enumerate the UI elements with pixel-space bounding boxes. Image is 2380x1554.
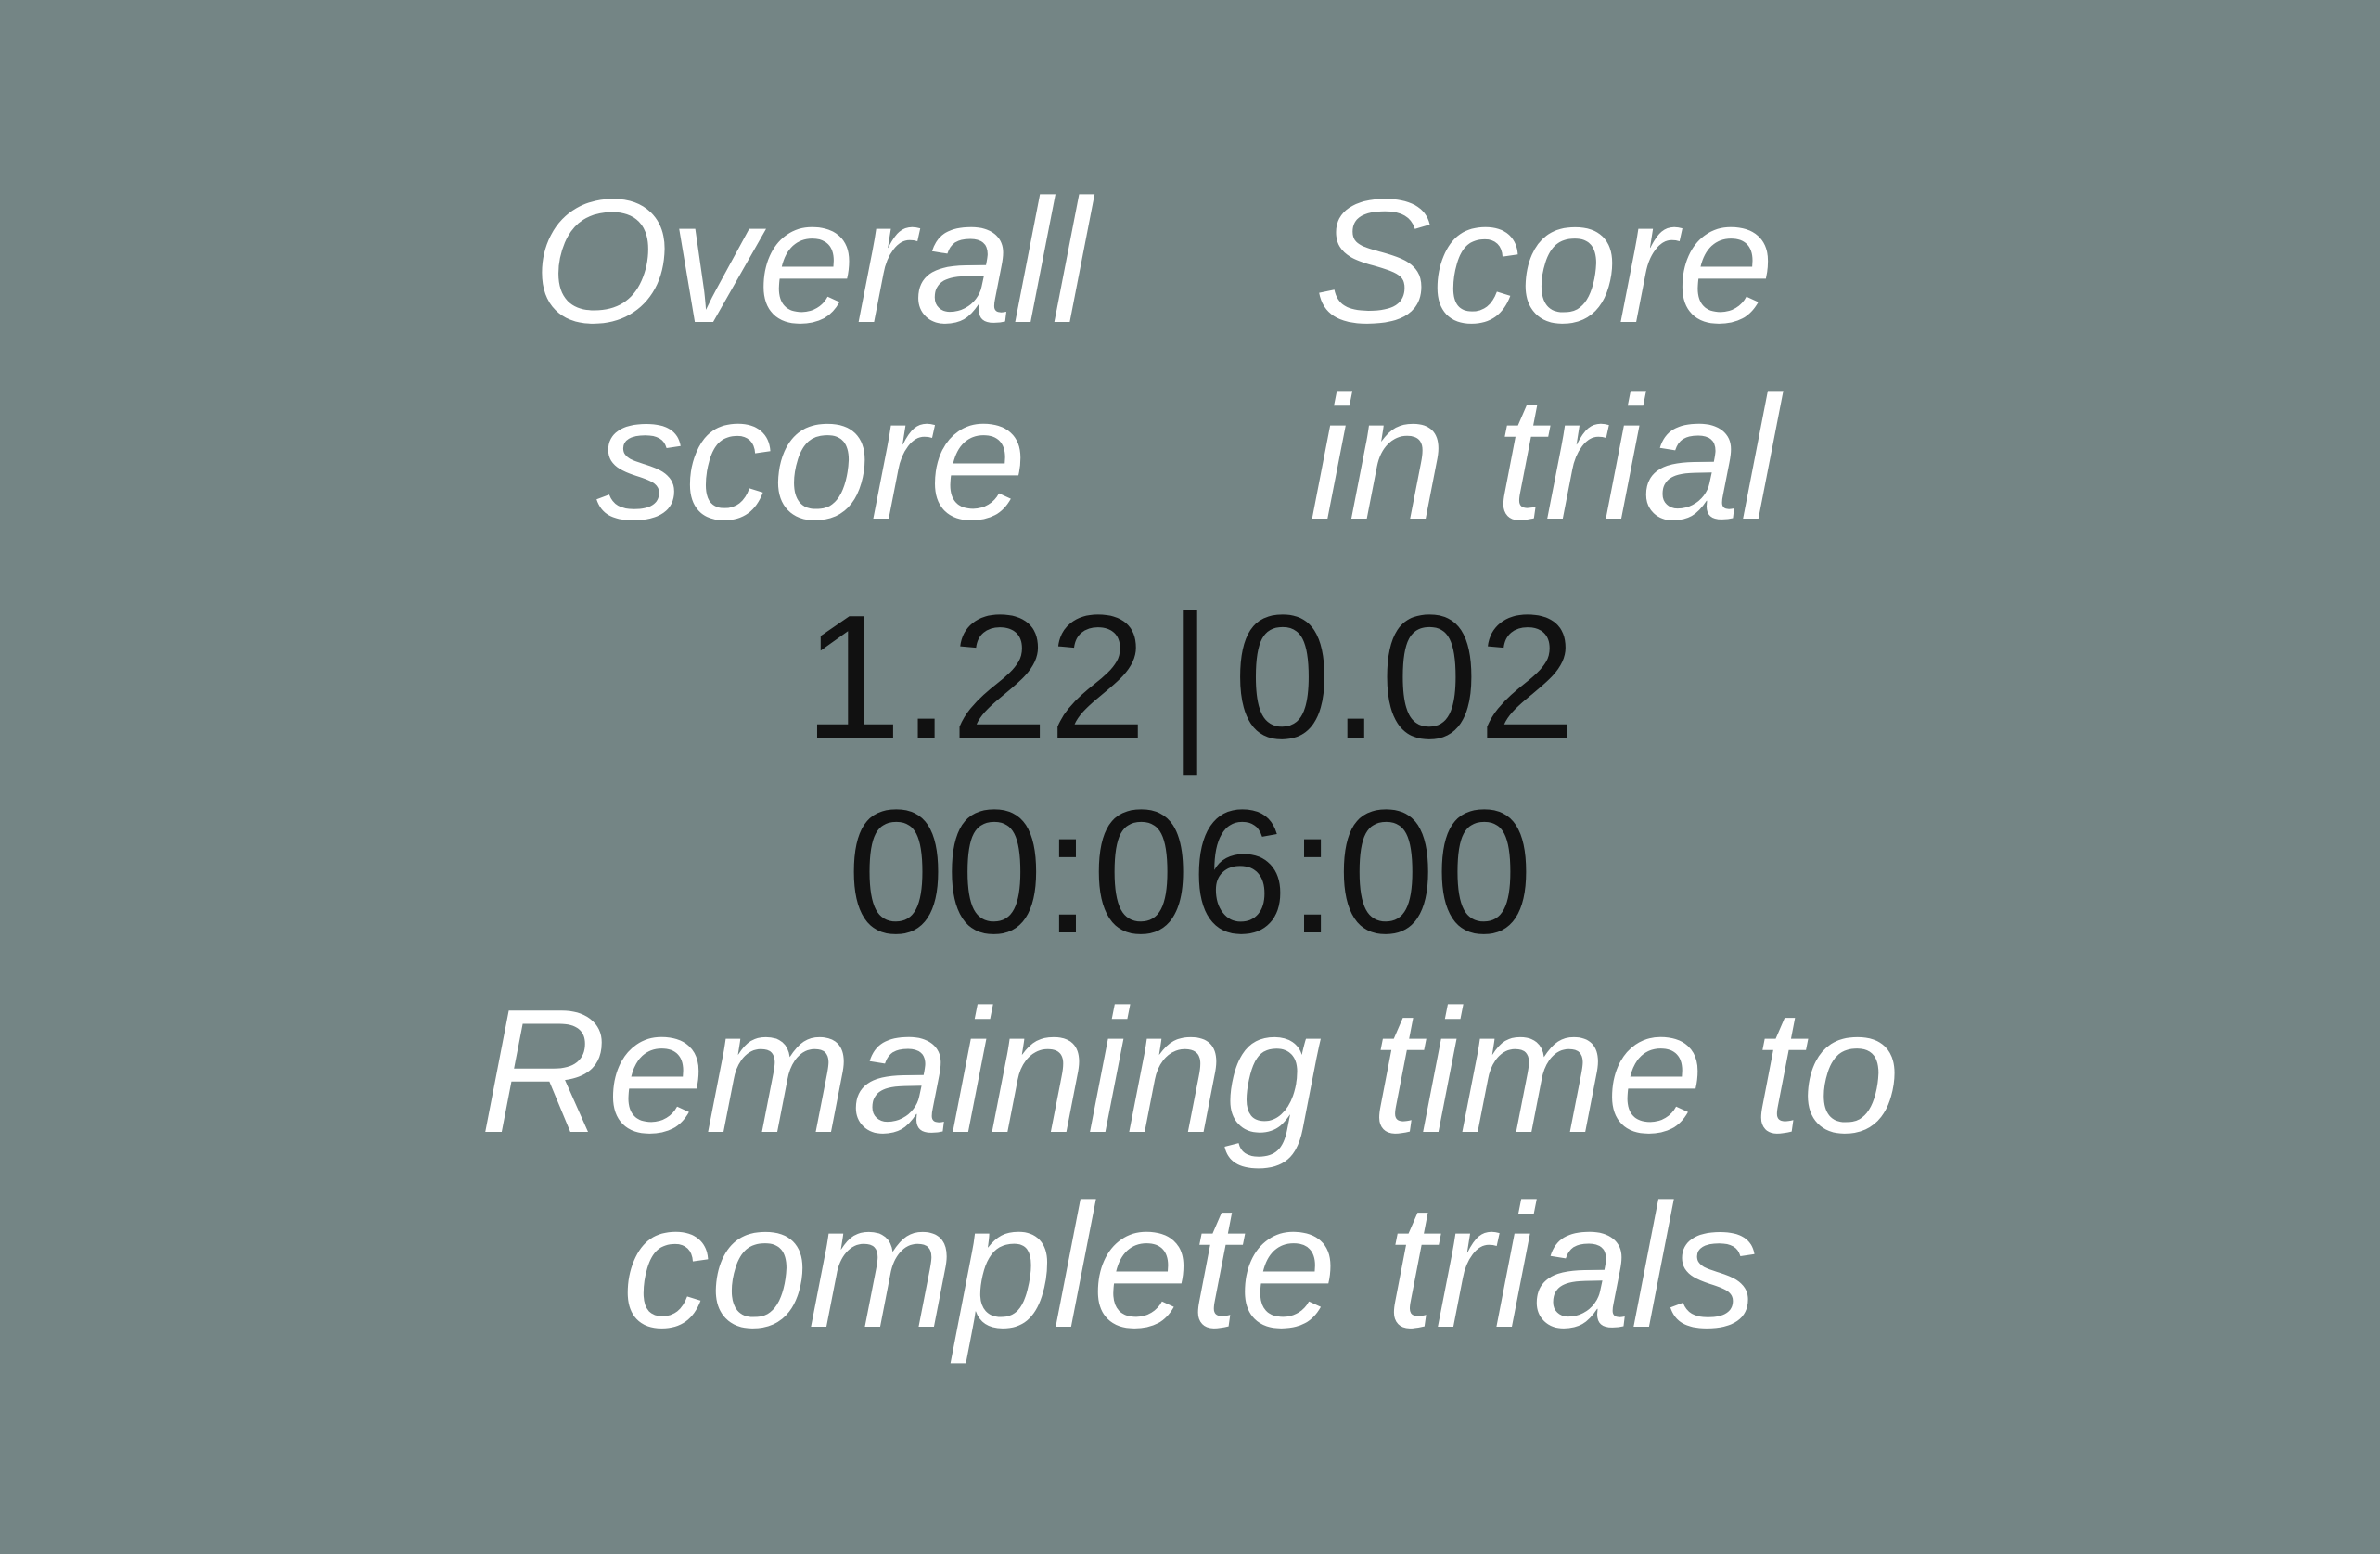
- overall-score-label-line1: Overall: [532, 163, 1091, 360]
- score-values: 1.22 | 0.02: [0, 584, 2380, 770]
- remaining-time-value: 00:06:00: [847, 774, 1533, 970]
- trial-score-value: 0.02: [1233, 579, 1577, 776]
- score-separator: |: [1167, 579, 1213, 776]
- remaining-time-caption: Remaining time to complete trials: [0, 974, 2380, 1364]
- overall-score-label: Overall score: [464, 163, 1159, 557]
- remaining-time-caption-line2: complete trials: [621, 1168, 1759, 1365]
- overall-score-label-line2: score: [595, 360, 1028, 557]
- trial-score-label: Score in trial: [1243, 163, 1846, 557]
- remaining-time-caption-line1: Remaining time to: [480, 973, 1900, 1170]
- overall-score-value: 1.22: [803, 579, 1147, 776]
- trial-score-label-line1: Score: [1313, 163, 1775, 360]
- score-labels: Overall score Score in trial: [0, 163, 2380, 557]
- trial-score-label-line2: in trial: [1309, 360, 1780, 557]
